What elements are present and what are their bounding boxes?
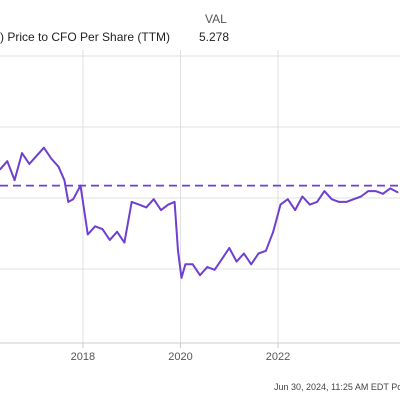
data-point bbox=[323, 190, 326, 193]
x-tick-label: 2022 bbox=[266, 351, 290, 363]
data-point bbox=[67, 201, 70, 203]
data-point bbox=[184, 263, 187, 266]
data-point bbox=[130, 201, 133, 203]
data-point bbox=[206, 266, 209, 268]
data-point bbox=[286, 198, 289, 201]
data-point bbox=[338, 201, 340, 203]
data-point bbox=[152, 198, 155, 201]
legend-header: VAL bbox=[205, 12, 227, 26]
data-point bbox=[374, 190, 377, 193]
footer-timestamp: Jun 30, 2024, 11:25 AM EDT Pow bbox=[274, 382, 400, 392]
data-point bbox=[228, 247, 231, 249]
data-point bbox=[43, 146, 45, 149]
data-point bbox=[213, 268, 216, 271]
data-point bbox=[50, 157, 53, 160]
legend-series-value: 5.278 bbox=[199, 30, 230, 44]
data-point bbox=[28, 163, 31, 165]
data-point bbox=[352, 198, 355, 201]
data-point bbox=[235, 260, 238, 263]
data-point bbox=[191, 263, 194, 266]
data-point bbox=[294, 209, 296, 212]
data-point bbox=[0, 168, 1, 171]
data-point bbox=[101, 228, 104, 231]
data-point bbox=[6, 160, 9, 163]
data-point bbox=[382, 192, 384, 195]
data-point bbox=[63, 179, 66, 182]
data-point bbox=[250, 263, 253, 266]
data-point bbox=[167, 203, 170, 206]
data-point bbox=[345, 201, 348, 203]
data-point bbox=[180, 277, 183, 279]
x-tick-label: 2020 bbox=[168, 351, 192, 363]
data-point bbox=[221, 258, 223, 260]
data-point bbox=[367, 190, 370, 193]
data-point bbox=[86, 233, 89, 236]
data-point bbox=[396, 191, 399, 194]
legend-series-label[interactable]: ) Price to CFO Per Share (TTM) bbox=[0, 30, 171, 44]
data-point bbox=[21, 152, 23, 155]
data-point bbox=[72, 198, 75, 201]
data-point bbox=[35, 154, 38, 157]
data-point bbox=[57, 165, 60, 168]
data-point bbox=[199, 274, 201, 277]
data-point bbox=[160, 209, 162, 212]
data-point bbox=[177, 249, 179, 252]
data-point bbox=[308, 203, 311, 206]
x-tick-label: 2018 bbox=[71, 351, 95, 363]
data-point bbox=[316, 201, 318, 203]
data-point bbox=[389, 187, 392, 190]
data-point bbox=[138, 203, 140, 206]
data-point bbox=[243, 252, 245, 255]
data-point bbox=[279, 203, 282, 206]
data-point bbox=[173, 201, 176, 203]
data-point bbox=[79, 184, 82, 187]
data-point bbox=[272, 230, 275, 233]
data-point bbox=[330, 198, 333, 201]
data-point bbox=[360, 195, 362, 198]
series-line-0 bbox=[0, 146, 399, 279]
data-point bbox=[257, 252, 260, 255]
data-point bbox=[123, 241, 126, 244]
data-point bbox=[94, 225, 96, 228]
data-point bbox=[116, 230, 118, 233]
data-point bbox=[108, 239, 111, 241]
data-point bbox=[13, 179, 16, 182]
data-point bbox=[301, 195, 304, 198]
data-point bbox=[145, 206, 148, 209]
data-point bbox=[265, 249, 267, 252]
